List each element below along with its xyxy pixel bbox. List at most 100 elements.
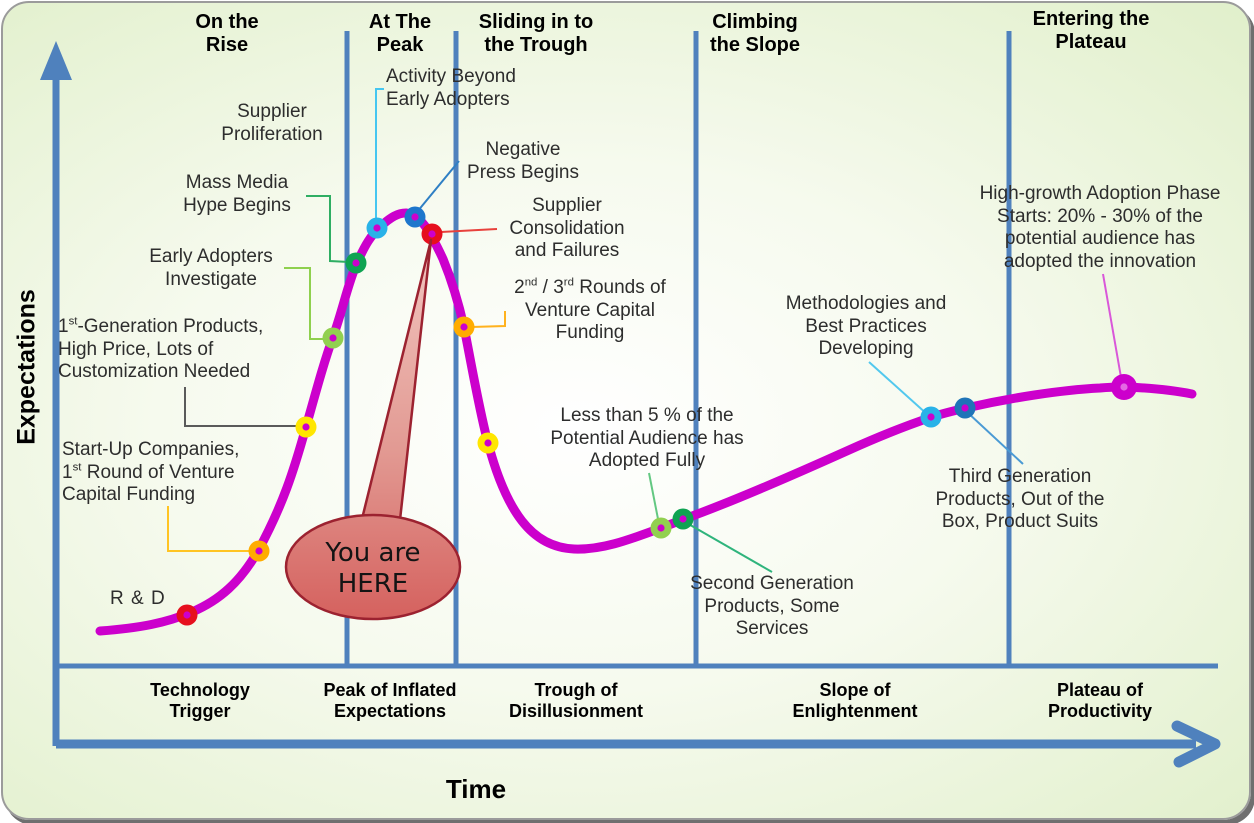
milestone-dot-center: [411, 213, 419, 221]
milestone-dot-center: [183, 611, 191, 619]
phase-label-line: Peak of Inflated: [323, 680, 457, 700]
phase-label-line: Productivity: [1047, 701, 1153, 721]
phase-label-plateau-of-productivity: Plateau of Productivity: [1048, 680, 1152, 722]
annotation-less-5-percent: Less than 5 % of the Potential Audience …: [550, 405, 743, 473]
y-axis-arrowhead-icon: [40, 41, 72, 80]
annotation-line: Capital Funding: [62, 484, 196, 505]
phase-label-line: Slope of: [819, 680, 891, 700]
annotation-mass-media: Mass Media Hype Begins: [183, 172, 291, 217]
annotation-line: 1st Round of Venture: [62, 461, 235, 483]
annotation-line: Investigate: [165, 268, 257, 290]
milestone-dot-center: [352, 259, 360, 267]
annotation-rd: R & D: [110, 588, 166, 611]
leader-line: [684, 521, 773, 573]
callout-line: HERE: [337, 569, 409, 599]
phase-header-line: On the: [195, 11, 259, 33]
x-axis-arrowhead-icon: [1171, 720, 1221, 768]
milestone-dot-center: [1120, 383, 1128, 391]
phase-label-line: Disillusionment: [508, 701, 644, 721]
leader-line: [868, 361, 929, 416]
annotation-line: and Failures: [514, 240, 620, 261]
milestone-dot-center: [679, 515, 687, 523]
leader-line: [184, 387, 299, 427]
phase-header-climbing-the-slope: Climbing the Slope: [710, 11, 800, 57]
annotation-line: High-growth Adoption Phase: [979, 183, 1221, 204]
annotation-line: Early Adopters: [386, 88, 510, 110]
annotation-line: Best Practices: [805, 315, 927, 337]
annotation-line: Consolidation: [509, 217, 625, 239]
annotation-line: Services: [735, 618, 809, 639]
annotation-line: Hype Begins: [183, 194, 291, 216]
phase-header-line: the Trough: [484, 34, 588, 56]
phase-header-line: Entering the: [1032, 8, 1150, 30]
annotation-line: Adopted Fully: [588, 450, 706, 471]
phase-label-technology-trigger: Technology Trigger: [150, 680, 250, 722]
annotation-line: Less than 5 % of the: [560, 405, 734, 426]
milestone-dot-center: [302, 423, 310, 431]
leader-line: [306, 195, 350, 263]
phase-label-line: Enlightenment: [792, 701, 918, 721]
annotation-line: Potential Audience has: [550, 427, 744, 449]
annotation-early-adopters: Early Adopters Investigate: [149, 246, 273, 291]
phase-header-line: Climbing: [712, 11, 798, 33]
phase-label-line: Trough of: [534, 680, 618, 700]
phase-label-line: Expectations: [333, 701, 447, 721]
milestone-dot-center: [373, 224, 381, 232]
phase-label-peak-of-inflated-expectations: Peak of Inflated Expectations: [323, 680, 456, 722]
annotation-line: Supplier: [532, 195, 602, 216]
leader-line: [167, 506, 251, 552]
annotation-line: Funding: [555, 322, 625, 343]
leader-line: [648, 472, 660, 525]
milestone-dot-center: [460, 323, 468, 331]
annotation-line: Negative: [485, 139, 561, 160]
phase-header-line: Sliding in to: [478, 11, 594, 33]
phase-header-at-the-peak: At The Peak: [369, 11, 431, 57]
annotation-third-generation: Third Generation Products, Out of the Bo…: [936, 466, 1105, 534]
annotation-line: Press Begins: [467, 161, 579, 183]
annotation-line: Methodologies and: [785, 293, 947, 314]
annotation-line: Starts: 20% - 30% of the: [997, 205, 1203, 227]
annotation-methodologies: Methodologies and Best Practices Develop…: [786, 293, 947, 361]
annotation-line: Start-Up Companies,: [62, 439, 240, 460]
annotation-line: Products, Some: [704, 595, 840, 617]
annotation-high-growth: High-growth Adoption Phase Starts: 20% -…: [980, 183, 1221, 273]
annotation-line: Second Generation: [690, 573, 854, 594]
phase-header-line: At The: [368, 11, 432, 33]
annotation-line: Activity Beyond: [386, 66, 516, 87]
phase-header-sliding-into-trough: Sliding in to the Trough: [479, 11, 593, 57]
you-are-here-callout-text: You are HERE: [325, 538, 420, 600]
annotation-line: Proliferation: [221, 123, 323, 145]
annotation-line: Supplier: [237, 101, 307, 122]
leader-line: [1102, 273, 1123, 384]
phase-header-entering-the-plateau: Entering the Plateau: [1033, 8, 1150, 54]
phase-header-on-the-rise: On the Rise: [195, 11, 258, 57]
x-axis-label: Time: [445, 774, 507, 804]
milestone-dot-center: [927, 413, 935, 421]
annotation-line: Mass Media: [185, 172, 289, 193]
milestone-dot-center: [329, 334, 337, 342]
annotation-supplier-proliferation: Supplier Proliferation: [221, 101, 322, 146]
annotation-activity-beyond: Activity Beyond Early Adopters: [386, 66, 516, 111]
annotation-line: Third Generation: [948, 466, 1092, 487]
phase-header-line: Plateau: [1055, 31, 1127, 53]
annotation-line: adopted the innovation: [1003, 250, 1197, 272]
annotation-line: Developing: [818, 338, 914, 359]
annotation-line: Customization Needed: [58, 361, 251, 382]
milestone-dot-center: [657, 524, 665, 532]
annotation-line: potential audience has: [1004, 228, 1196, 249]
leader-line: [470, 311, 506, 328]
phase-label-line: Trigger: [169, 701, 231, 721]
callout-bubble[interactable]: [284, 513, 462, 621]
annotation-supplier-consolidation: Supplier Consolidation and Failures: [509, 195, 624, 263]
annotation-line: R & D: [110, 588, 166, 609]
annotation-negative-press: Negative Press Begins: [467, 139, 579, 184]
annotation-line: 1st-Generation Products,: [58, 315, 264, 337]
milestone-dot-center: [428, 230, 436, 238]
phase-label-trough-of-disillusionment: Trough of Disillusionment: [509, 680, 643, 722]
leader-line: [440, 228, 498, 233]
phase-header-line: Peak: [376, 34, 424, 56]
annotation-second-generation: Second Generation Products, Some Service…: [690, 573, 854, 641]
milestone-dot-center: [255, 547, 263, 555]
hype-curve: [95, 208, 1197, 636]
